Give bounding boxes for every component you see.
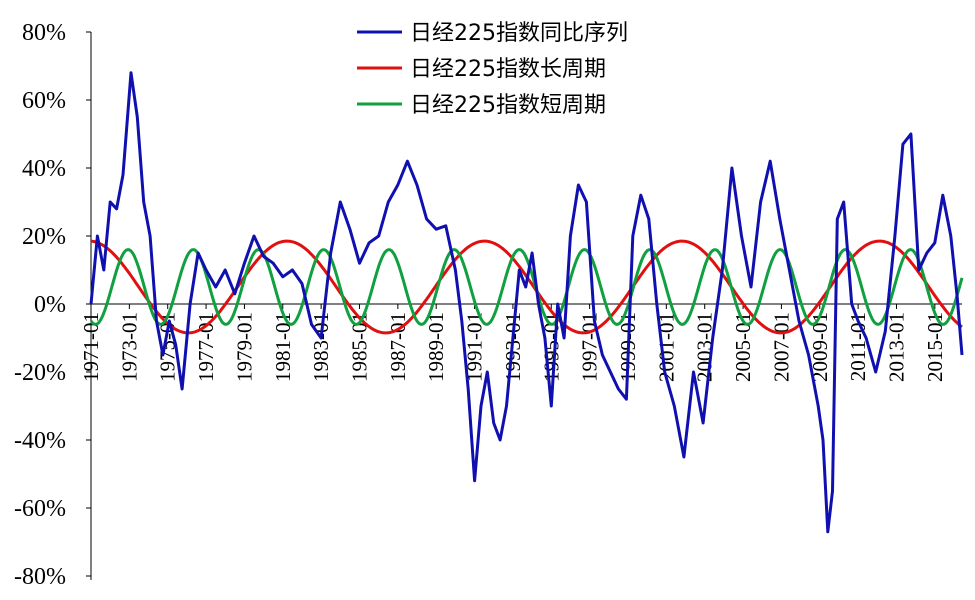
x-tick-label: 1977-01	[194, 312, 218, 382]
series-lines	[89, 71, 964, 534]
series-line-0	[89, 71, 964, 534]
x-tick-label: 2007-01	[769, 312, 793, 382]
x-tick-label: 2013-01	[884, 312, 908, 382]
y-tick-label: -40%	[14, 428, 66, 454]
series-line-2	[89, 248, 964, 326]
y-axis-ticks: 80% 60% 40% 20% 0% -20% -40% -60% -80%	[14, 20, 91, 590]
y-tick-label: 80%	[22, 20, 66, 46]
x-tick-label: 1981-01	[271, 312, 295, 382]
x-tick-label: 1973-01	[117, 312, 141, 382]
y-tick-label: 60%	[22, 88, 66, 114]
y-tick-label: 20%	[22, 224, 66, 250]
y-tick-label: -60%	[14, 496, 66, 522]
x-tick-label: 1979-01	[232, 312, 256, 382]
x-tick-label: 1997-01	[578, 312, 602, 382]
y-tick-label: -80%	[14, 564, 66, 590]
y-tick-label: 0%	[34, 292, 66, 318]
x-tick-label: 2015-01	[923, 312, 947, 382]
legend-label-2: 日经225指数短周期	[410, 93, 606, 118]
legend-label-0: 日经225指数同比序列	[410, 21, 628, 46]
y-tick-label: -20%	[14, 360, 66, 386]
y-tick-label: 40%	[22, 156, 66, 182]
x-tick-label: 1989-01	[424, 312, 448, 382]
x-tick-label: 1983-01	[309, 312, 333, 382]
legend-label-1: 日经225指数长周期	[410, 57, 606, 82]
